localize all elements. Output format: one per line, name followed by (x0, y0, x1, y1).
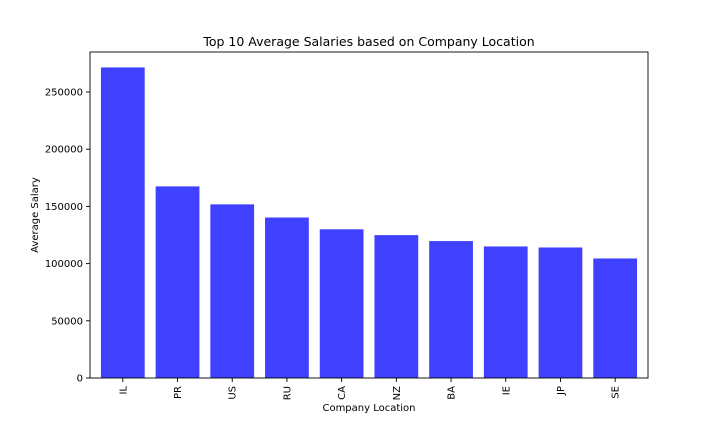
plot-frame (89, 51, 649, 379)
x-tick-label-us: US (228, 386, 239, 400)
y-tick-label: 150000 (45, 202, 83, 213)
x-tick-label-ie: IE (501, 386, 512, 395)
y-tick-label: 50000 (51, 316, 83, 327)
x-tick-label-se: SE (611, 386, 622, 399)
x-tick-label-pr: PR (173, 386, 184, 399)
bars-group (100, 67, 638, 378)
bar-jp (538, 247, 583, 378)
bar-ba (429, 241, 473, 378)
bar-ca (319, 229, 364, 378)
x-tick-label-il: IL (118, 386, 129, 395)
x-axis: IL PR US RU CA NZ BA IE JP SE (118, 378, 622, 400)
x-axis-label: Company Location (322, 403, 415, 414)
bar-ru (265, 217, 309, 378)
x-tick-label-ru: RU (282, 386, 293, 400)
y-tick-label: 100000 (45, 259, 83, 270)
y-tick-label: 0 (77, 374, 83, 385)
x-tick-label-nz: NZ (392, 386, 403, 400)
x-tick-label-jp: JP (556, 386, 567, 396)
y-tick-label: 200000 (45, 145, 83, 156)
x-tick-label-ca: CA (337, 386, 348, 400)
bar-il (100, 67, 145, 378)
y-axis-label: Average Salary (30, 177, 41, 253)
bar-nz (374, 235, 419, 378)
bar-ie (483, 246, 528, 378)
x-tick-label-ba: BA (447, 386, 458, 400)
bar-us (210, 204, 255, 378)
bar-pr (155, 186, 200, 378)
chart-title: Top 10 Average Salaries based on Company… (202, 34, 534, 49)
y-axis: 0 50000 100000 150000 200000 250000 (45, 88, 90, 385)
y-tick-label: 250000 (45, 88, 83, 99)
bar-se (593, 258, 638, 378)
